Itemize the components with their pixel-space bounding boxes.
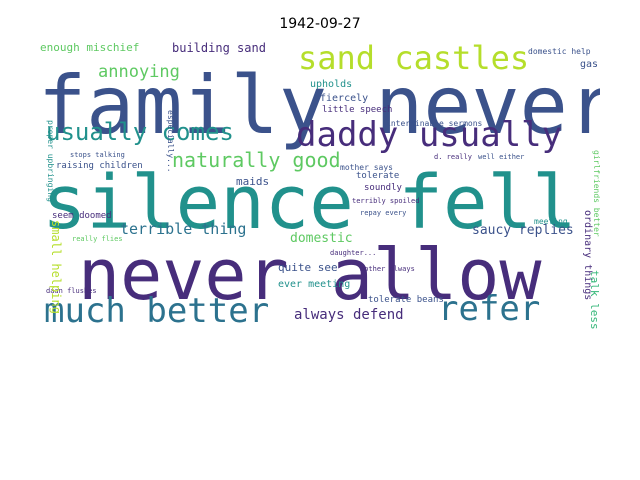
word-much-better: much better bbox=[44, 291, 270, 330]
word-fiercely: fiercely bbox=[320, 93, 369, 104]
word-terribly-spoiled: terribly spoiled bbox=[352, 197, 420, 205]
word-domestic: domestic bbox=[290, 231, 353, 246]
word-daan-flushes: daan flushes bbox=[46, 287, 97, 295]
word-building-sand: building sand bbox=[172, 41, 266, 55]
word-especially: especially... bbox=[166, 110, 175, 173]
word-mother-always: mother always bbox=[360, 265, 415, 273]
word-domestic-help: domestic help bbox=[528, 47, 591, 56]
word-cloud: family never silence fell never allow mu… bbox=[40, 40, 600, 330]
word-silence-fell: silence fell bbox=[42, 160, 577, 246]
word-tolerate-beans: tolerate beans bbox=[368, 295, 444, 305]
word-refer: refer bbox=[438, 289, 541, 329]
word-naturally-good: naturally good bbox=[172, 148, 341, 172]
word-proper-upbringing: proper upbringing bbox=[46, 120, 55, 202]
word-soundly: soundly bbox=[364, 183, 402, 193]
word-tolerate: tolerate bbox=[356, 171, 400, 181]
word-really-flies: really flies bbox=[72, 235, 123, 243]
word-terrible-thing: terrible thing bbox=[120, 220, 247, 238]
word-family-never: family never bbox=[40, 59, 600, 152]
plot-title: 1942-09-27 bbox=[279, 16, 361, 32]
word-seem-doomed: seem doomed bbox=[52, 211, 112, 221]
word-small-helping: small helping bbox=[49, 220, 63, 314]
word-quite-see: quite see bbox=[278, 261, 338, 274]
word-never-allow: never allow bbox=[78, 234, 542, 316]
word-upholds: upholds bbox=[310, 79, 353, 90]
word-girlfriends-better: girlfriends better bbox=[592, 150, 600, 237]
word-well-either: well either bbox=[478, 153, 525, 161]
word-meeting: meeting bbox=[534, 217, 568, 226]
word-maids: maids bbox=[236, 175, 270, 188]
word-usually-comes: usually comes bbox=[46, 118, 234, 146]
word-raising-children: raising children bbox=[56, 161, 143, 171]
word-stops-talking: stops talking bbox=[70, 151, 125, 159]
word-gas: gas bbox=[580, 59, 599, 70]
word-always-defend: always defend bbox=[294, 307, 404, 323]
word-sand-castles: sand castles bbox=[298, 40, 530, 77]
word-little-speech: little speech bbox=[322, 105, 393, 115]
word-saucy-replies: saucy replies bbox=[472, 223, 574, 238]
word-daddy-usually: daddy usually bbox=[296, 115, 563, 155]
word-ever-meeting: ever meeting bbox=[278, 279, 351, 290]
word-daughter: daughter... bbox=[330, 249, 377, 257]
word-repay-every: repay every bbox=[360, 209, 407, 217]
word-d-really: d. really bbox=[434, 153, 472, 161]
word-ordinary-things: ordinary things bbox=[582, 210, 593, 301]
word-mother-says: mother says bbox=[340, 163, 393, 172]
word-annoying: annoying bbox=[98, 62, 180, 82]
word-enough-mischief: enough mischief bbox=[40, 41, 140, 54]
word-interminable-sermons: interminable sermons bbox=[386, 119, 483, 128]
